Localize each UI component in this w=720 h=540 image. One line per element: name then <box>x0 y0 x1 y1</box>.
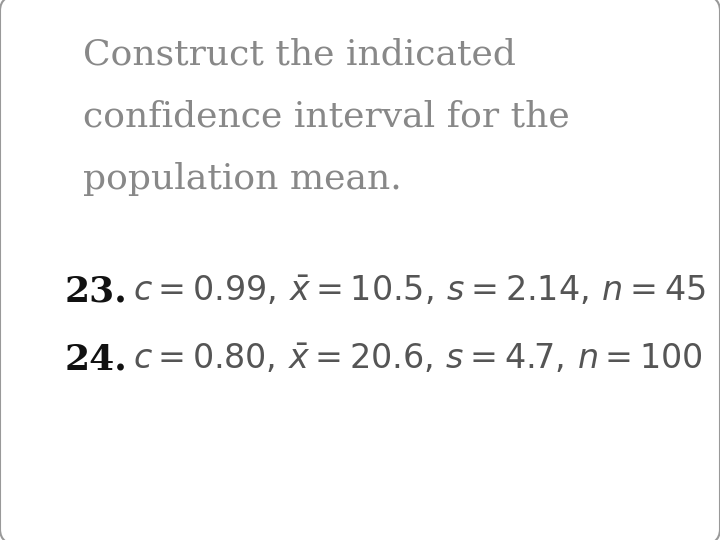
Text: population mean.: population mean. <box>83 162 402 196</box>
Text: confidence interval for the: confidence interval for the <box>83 100 570 134</box>
Text: 24.: 24. <box>65 342 127 376</box>
Text: Construct the indicated: Construct the indicated <box>83 38 516 72</box>
Text: 23.: 23. <box>65 275 127 308</box>
Text: $c = 0.80,\, \bar{x} = 20.6,\, s = 4.7,\, n = 100$: $c = 0.80,\, \bar{x} = 20.6,\, s = 4.7,\… <box>133 342 703 376</box>
Text: $c = 0.99,\, \bar{x} = 10.5,\, s = 2.14,\, n = 45$: $c = 0.99,\, \bar{x} = 10.5,\, s = 2.14,… <box>133 275 706 308</box>
